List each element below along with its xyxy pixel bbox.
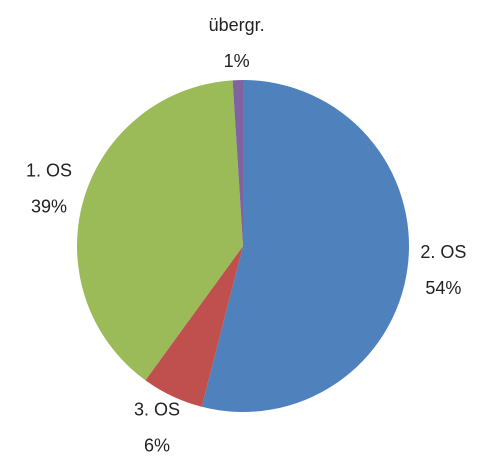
slice-value: 1% — [224, 51, 250, 71]
pie-slice — [232, 80, 243, 246]
slice-label: 1. OS — [26, 160, 72, 180]
pie-slice — [77, 80, 243, 381]
pie-slice — [145, 246, 243, 407]
slice-value: 6% — [144, 436, 170, 456]
slice-label: übergr. — [209, 15, 265, 35]
slice-label: 3. OS — [134, 400, 180, 420]
slice-value: 39% — [31, 196, 67, 216]
pie-slice — [201, 80, 410, 412]
slice-label: 2. OS — [420, 242, 466, 262]
slice-value: 54% — [425, 278, 461, 298]
